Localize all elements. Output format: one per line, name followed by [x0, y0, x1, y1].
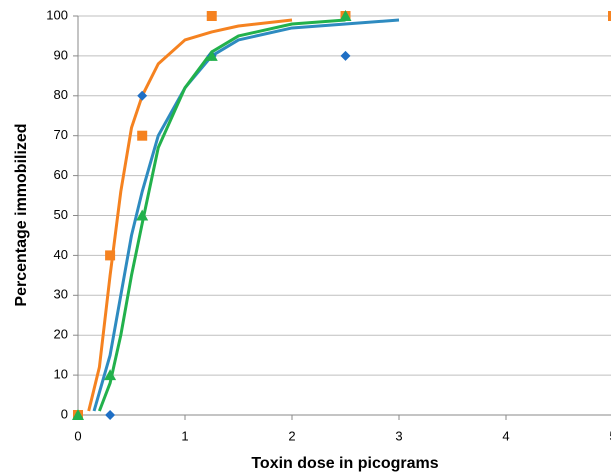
y-tick-label: 20: [54, 327, 68, 342]
marker: [72, 409, 84, 420]
marker: [137, 90, 148, 101]
x-tick-label: 5: [609, 428, 611, 443]
marker: [105, 250, 116, 261]
x-tick-label: 4: [502, 428, 509, 443]
x-axis-title: Toxin dose in picograms: [251, 455, 438, 472]
y-tick-label: 0: [61, 406, 68, 421]
x-tick-label: 0: [74, 428, 81, 443]
y-tick-label: 60: [54, 167, 68, 182]
x-tick-label: 2: [288, 428, 295, 443]
y-tick-label: 50: [54, 207, 68, 222]
x-tick-label: 1: [181, 428, 188, 443]
marker: [340, 50, 351, 61]
marker: [339, 10, 352, 21]
y-tick-label: 40: [54, 247, 68, 262]
y-axis-title: Percentage immobilized: [13, 123, 30, 306]
marker: [206, 11, 217, 21]
marker: [105, 410, 116, 420]
y-tick-label: 10: [54, 367, 68, 382]
marker: [136, 209, 149, 221]
marker: [205, 49, 218, 61]
marker: [137, 130, 148, 141]
y-tick-label: 90: [54, 47, 68, 62]
marker: [608, 11, 611, 21]
y-tick-label: 100: [46, 7, 68, 22]
fit-curve: [97, 18, 346, 412]
y-tick-label: 30: [54, 287, 68, 302]
marker: [104, 369, 117, 381]
fit-curve: [92, 18, 400, 412]
x-tick-label: 3: [395, 428, 402, 443]
y-tick-label: 70: [54, 127, 68, 142]
y-tick-label: 80: [54, 87, 68, 102]
